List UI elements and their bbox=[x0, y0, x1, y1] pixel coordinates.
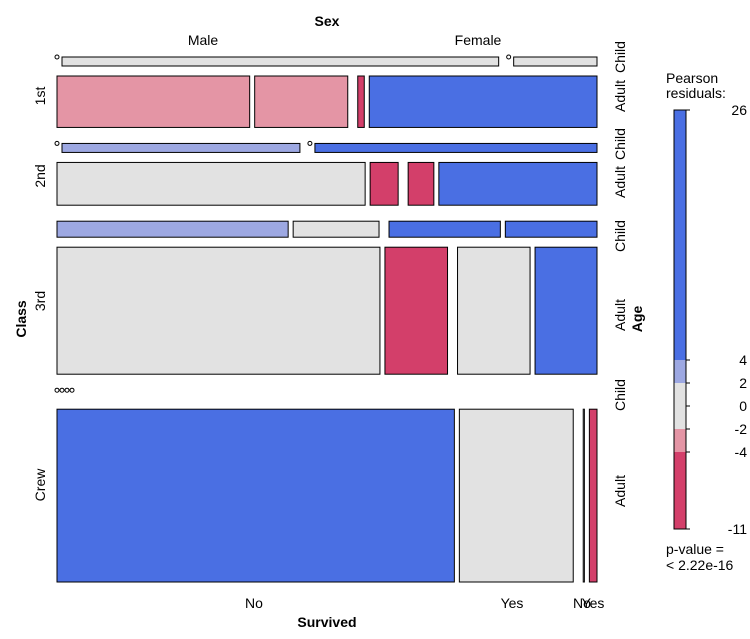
legend-title-line-1: Pearson bbox=[666, 70, 718, 86]
tile-crew-child-male-yes-zero-marker bbox=[59, 387, 65, 393]
left-level-crew: Crew bbox=[32, 468, 48, 502]
legend-bin-pos-strong bbox=[674, 110, 686, 360]
tile-3rd-child-female-yes bbox=[504, 220, 598, 238]
tile-crew-adult-male-yes bbox=[458, 408, 574, 583]
legend-tick-label: -11 bbox=[728, 521, 747, 537]
tile-3rd-adult-female-yes bbox=[534, 246, 598, 375]
legend-tick-label: 4 bbox=[739, 352, 747, 368]
bottom-level-male-no: No bbox=[245, 595, 263, 611]
right-level-adult-1st: Adult bbox=[612, 80, 628, 112]
tile-3rd-adult-female-no bbox=[457, 246, 531, 375]
tile-2nd-adult-male-yes bbox=[369, 161, 399, 206]
left-level-1st: 1st bbox=[32, 87, 48, 106]
right-level-child-1st: Child bbox=[612, 41, 628, 73]
tile-crew-adult-female-no bbox=[582, 408, 585, 583]
right-variable-label: Age bbox=[629, 306, 645, 333]
bottom-level-male-yes: Yes bbox=[501, 595, 524, 611]
right-level-child-3rd: Child bbox=[612, 220, 628, 252]
right-level-adult-2nd: Adult bbox=[612, 166, 628, 198]
tile-crew-child-female-no-zero-marker bbox=[64, 387, 70, 393]
tile-1st-child-male-yes bbox=[61, 56, 500, 67]
residual-legend: Pearson residuals: 26 4 2 0 -2 -4 -11 p-value … bbox=[666, 70, 747, 573]
top-level-male: Male bbox=[188, 32, 219, 48]
tile-1st-adult-male-yes bbox=[254, 75, 349, 128]
mosaic-tiles bbox=[54, 54, 598, 583]
legend-tick-label: -4 bbox=[735, 444, 748, 460]
tile-2nd-adult-male-no bbox=[56, 161, 366, 206]
tile-1st-adult-female-no bbox=[357, 75, 365, 128]
mosaic-labels: Sex Male Female Class 1st 2nd 3rd Crew A… bbox=[13, 13, 645, 630]
right-level-child-2nd: Child bbox=[612, 128, 628, 160]
tile-crew-child-male-no-zero-marker bbox=[54, 387, 60, 393]
tile-3rd-child-male-no bbox=[56, 220, 289, 238]
legend-bin-neutral bbox=[674, 383, 686, 429]
tile-3rd-child-female-no bbox=[388, 220, 501, 238]
legend-tick-label: 0 bbox=[739, 398, 747, 414]
tile-2nd-child-male-no-zero-marker bbox=[54, 140, 60, 146]
legend-bin-pos-medium bbox=[674, 360, 686, 383]
bottom-variable-label: Survived bbox=[297, 614, 356, 630]
left-level-2nd: 2nd bbox=[32, 164, 48, 187]
tile-2nd-child-female-no-zero-marker bbox=[307, 140, 313, 146]
tile-3rd-adult-male-yes bbox=[384, 246, 449, 375]
top-variable-label: Sex bbox=[315, 13, 340, 29]
tile-1st-child-female-yes bbox=[513, 56, 598, 67]
legend-tick-label: -2 bbox=[735, 421, 748, 437]
tile-2nd-child-female-yes bbox=[314, 142, 598, 153]
tile-2nd-adult-female-yes bbox=[438, 161, 598, 206]
legend-title-line-2: residuals: bbox=[666, 85, 726, 101]
right-level-adult-3rd: Adult bbox=[612, 299, 628, 331]
legend-bar-frame bbox=[673, 109, 687, 530]
tile-3rd-adult-male-no bbox=[56, 246, 381, 375]
legend-tick-labels: 26 4 2 0 -2 -4 -11 bbox=[686, 102, 747, 537]
right-level-child-crew: Child bbox=[612, 379, 628, 411]
top-level-female: Female bbox=[455, 32, 502, 48]
left-level-3rd: 3rd bbox=[32, 291, 48, 311]
tile-1st-adult-male-no bbox=[56, 75, 251, 128]
bottom-level-female-yes: Yes bbox=[582, 595, 605, 611]
tile-1st-child-male-no-zero-marker bbox=[54, 54, 60, 60]
tile-2nd-child-male-yes bbox=[61, 142, 301, 153]
tile-1st-child-female-no-zero-marker bbox=[506, 54, 512, 60]
tile-1st-adult-female-yes bbox=[368, 75, 598, 128]
legend-tick-label: 26 bbox=[731, 102, 747, 118]
tile-crew-child-female-yes-zero-marker bbox=[69, 387, 75, 393]
legend-pvalue-line-1: p-value = bbox=[666, 541, 724, 557]
tile-crew-adult-female-yes bbox=[588, 408, 598, 583]
bottom-level-female-no: No bbox=[573, 595, 591, 611]
legend-pvalue-line-2: < 2.22e-16 bbox=[666, 557, 734, 573]
legend-bin-neg-strong bbox=[674, 452, 686, 529]
legend-color-bar bbox=[673, 109, 687, 530]
legend-tick-label: 2 bbox=[739, 375, 747, 391]
left-variable-label: Class bbox=[13, 300, 29, 338]
tile-crew-adult-male-no bbox=[56, 408, 455, 583]
tile-3rd-child-male-yes bbox=[292, 220, 380, 238]
tile-2nd-adult-female-no bbox=[407, 161, 435, 206]
legend-bin-neg-medium bbox=[674, 429, 686, 452]
right-level-adult-crew: Adult bbox=[612, 475, 628, 507]
